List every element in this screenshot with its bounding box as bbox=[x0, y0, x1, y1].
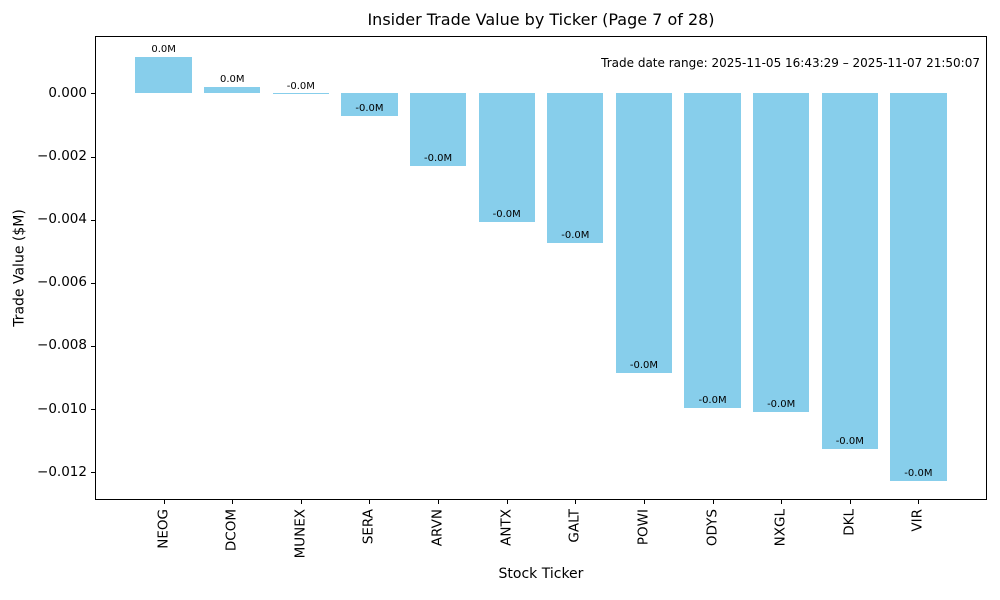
y-tick-label-−0.008: −0.008 bbox=[37, 337, 87, 354]
bar-NEOG bbox=[135, 57, 192, 94]
bar-value-label-MUNEX: -0.0M bbox=[286, 81, 315, 93]
x-tick-label-ODYS: ODYS bbox=[704, 509, 721, 547]
bar-VIR bbox=[890, 93, 947, 482]
bar-value-label-POWI: -0.0M bbox=[629, 360, 658, 372]
y-tick-−0.008 bbox=[91, 345, 95, 347]
bar-DKL bbox=[821, 93, 878, 449]
y-tick-label-−0.012: −0.012 bbox=[37, 463, 87, 480]
y-tick-label-−0.006: −0.006 bbox=[37, 274, 87, 291]
y-tick-label-−0.004: −0.004 bbox=[37, 211, 87, 228]
bar-value-label-NEOG: 0.0M bbox=[151, 44, 176, 56]
x-tick-ODYS bbox=[712, 500, 714, 504]
y-tick-−0.012 bbox=[91, 472, 95, 474]
y-tick-−0.006 bbox=[91, 282, 95, 284]
bar-value-label-ODYS: -0.0M bbox=[698, 395, 727, 407]
chart-title: Insider Trade Value by Ticker (Page 7 of… bbox=[367, 10, 715, 29]
x-tick-NXGL bbox=[781, 500, 783, 504]
y-tick-−0.002 bbox=[91, 156, 95, 158]
bar-SERA bbox=[341, 93, 398, 116]
x-tick-ARVN bbox=[438, 500, 440, 504]
bar-ANTX bbox=[478, 93, 535, 222]
x-tick-label-DKL: DKL bbox=[841, 509, 858, 536]
bar-value-label-VIR: -0.0M bbox=[904, 468, 933, 480]
x-tick-label-VIR: VIR bbox=[909, 509, 926, 532]
x-tick-label-GALT: GALT bbox=[566, 509, 583, 543]
x-axis-label: Stock Ticker bbox=[498, 566, 584, 582]
y-tick-label-−0.002: −0.002 bbox=[37, 148, 87, 165]
bar-value-label-SERA: -0.0M bbox=[355, 102, 384, 114]
bar-MUNEX bbox=[272, 93, 329, 95]
bar-ARVN bbox=[409, 93, 467, 166]
bar-value-label-ANTX: -0.0M bbox=[492, 208, 521, 220]
x-tick-label-SERA: SERA bbox=[360, 509, 377, 545]
x-tick-SERA bbox=[369, 500, 371, 504]
x-tick-DKL bbox=[849, 500, 851, 504]
x-tick-label-POWI: POWI bbox=[635, 509, 652, 546]
x-tick-label-ANTX: ANTX bbox=[498, 509, 515, 546]
y-tick-label-−0.010: −0.010 bbox=[37, 400, 87, 417]
x-tick-label-DCOM: DCOM bbox=[223, 509, 240, 552]
x-tick-MUNEX bbox=[300, 500, 302, 504]
x-tick-label-NEOG: NEOG bbox=[155, 509, 172, 549]
x-tick-VIR bbox=[918, 500, 920, 504]
bar-GALT bbox=[547, 93, 604, 244]
x-tick-DCOM bbox=[232, 500, 234, 504]
x-tick-label-MUNEX: MUNEX bbox=[292, 509, 309, 559]
date-range-annotation: Trade date range: 2025-11-05 16:43:29 – … bbox=[601, 56, 980, 70]
bar-value-label-ARVN: -0.0M bbox=[423, 152, 453, 164]
bar-NXGL bbox=[753, 93, 810, 413]
bar-value-label-NXGL: -0.0M bbox=[767, 399, 796, 411]
y-tick-label-0.000: 0.000 bbox=[48, 84, 87, 101]
x-tick-NEOG bbox=[163, 500, 165, 504]
plot-area: Trade date range: 2025-11-05 16:43:29 – … bbox=[95, 36, 987, 500]
bar-POWI bbox=[615, 93, 673, 374]
x-tick-GALT bbox=[575, 500, 577, 504]
x-tick-label-NXGL: NXGL bbox=[772, 509, 789, 547]
bar-ODYS bbox=[684, 93, 741, 409]
y-tick-−0.010 bbox=[91, 409, 95, 411]
x-tick-POWI bbox=[643, 500, 645, 504]
bar-value-label-GALT: -0.0M bbox=[561, 230, 590, 242]
x-tick-label-ARVN: ARVN bbox=[429, 509, 446, 547]
bar-value-label-DKL: -0.0M bbox=[835, 435, 864, 447]
y-tick-0.000 bbox=[91, 93, 95, 95]
bar-value-label-DCOM: 0.0M bbox=[219, 73, 245, 85]
x-tick-ANTX bbox=[506, 500, 508, 504]
bar-DCOM bbox=[204, 86, 261, 94]
y-tick-−0.004 bbox=[91, 219, 95, 221]
